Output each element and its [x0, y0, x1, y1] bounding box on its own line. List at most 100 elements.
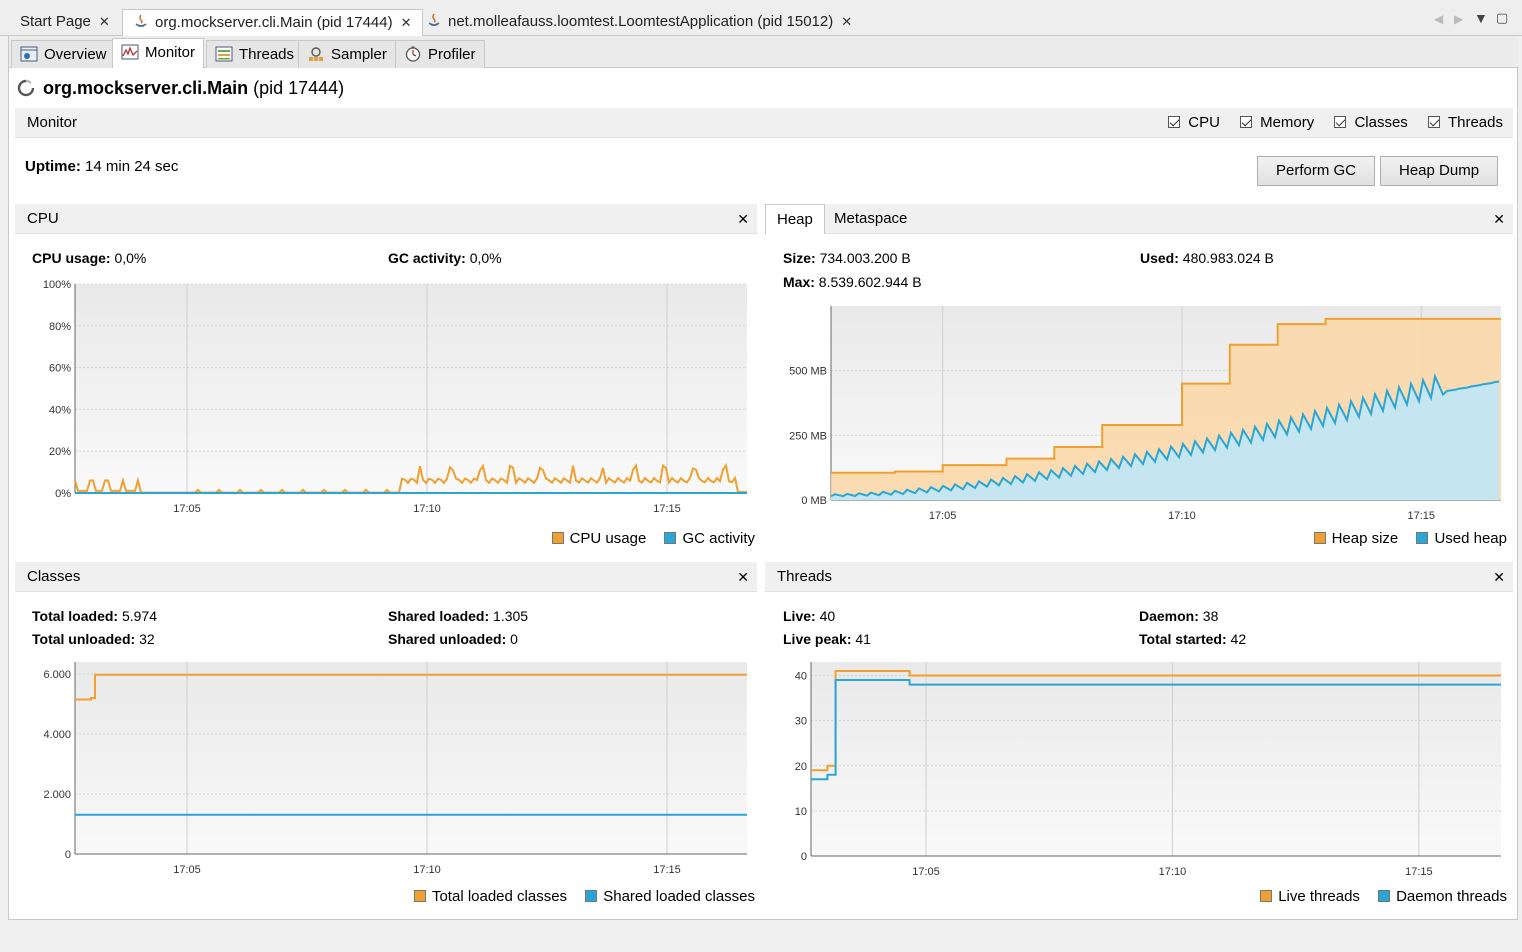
tab-start-page[interactable]: Start Page ✕ [10, 9, 120, 36]
tab-threads[interactable]: Threads [206, 40, 304, 68]
stat-label: Max: [783, 274, 815, 290]
legend-swatch [1378, 890, 1391, 902]
stat-value: 0,0% [469, 250, 502, 266]
y-tick-label: 80% [49, 321, 71, 333]
stat-value: 734.003.200 B [819, 250, 911, 266]
legend-swatch [1313, 532, 1326, 544]
series-area-used-heap [831, 376, 1499, 500]
monitor-header: Monitor CPU Memory Classes Threads [15, 108, 1513, 138]
close-icon[interactable]: ✕ [1493, 569, 1505, 585]
scroll-left-icon[interactable]: ◀ [1434, 12, 1444, 26]
cpu-chart: 100% 80% 60% 40% 20% 0% 17:05 17:10 17:15 [43, 279, 747, 515]
cpu-checkbox[interactable]: CPU [1168, 108, 1220, 138]
tab-sampler[interactable]: Sampler [298, 40, 396, 68]
legend-live-threads: Live threads [1260, 888, 1360, 905]
tab-overview[interactable]: Overview [11, 40, 116, 68]
checkbox-label: Memory [1260, 114, 1315, 131]
stat-label: Live: [783, 608, 816, 624]
document-tab-strip: Start Page ✕ org.mockserver.cli.Main (pid… [0, 0, 1522, 36]
maximize-icon[interactable]: ▢ [1496, 10, 1509, 25]
legend-label: Daemon threads [1396, 888, 1507, 905]
y-tick-label: 0 [801, 851, 807, 863]
legend-daemon-threads: Daemon threads [1378, 888, 1507, 905]
tab-loomtest[interactable]: net.molleafauss.loomtest.LoomtestApplica… [416, 9, 862, 36]
checkbox-label: CPU [1188, 114, 1220, 131]
page-title: org.mockserver.cli.Main (pid 17444) [17, 78, 344, 99]
legend-shared-loaded: Shared loaded classes [585, 888, 755, 905]
x-tick-label: 17:15 [1405, 866, 1433, 878]
total-loaded-stat: Total loaded: 5.974 [32, 608, 157, 624]
stat-label: Used: [1140, 250, 1179, 266]
y-tick-label: 60% [49, 363, 71, 375]
threads-icon [215, 46, 233, 62]
process-pid: (pid 17444) [253, 78, 345, 98]
heap-dump-button[interactable]: Heap Dump [1380, 156, 1499, 186]
tab-heap[interactable]: Heap [765, 204, 825, 234]
y-tick-label: 20% [49, 446, 71, 458]
heap-used-stat: Used: 480.983.024 B [1140, 250, 1274, 266]
legend-swatch [585, 890, 598, 902]
threads-legend: Live threads Daemon threads [1246, 888, 1507, 905]
java-app-icon [135, 14, 147, 27]
stat-value: 41 [855, 631, 871, 647]
daemon-threads-stat: Daemon: 38 [1139, 608, 1218, 624]
close-icon[interactable]: ✕ [98, 14, 110, 29]
legend-label: Used heap [1434, 530, 1507, 547]
checkbox-icon [1168, 116, 1181, 128]
close-icon[interactable]: ✕ [841, 14, 853, 29]
close-icon[interactable]: ✕ [737, 569, 749, 585]
classes-legend: Total loaded classes Shared loaded class… [400, 888, 755, 905]
tab-label: Start Page [20, 13, 91, 30]
scroll-right-icon[interactable]: ▶ [1454, 12, 1464, 26]
y-tick-label: 10 [795, 806, 807, 818]
stat-value: 1.305 [493, 608, 529, 624]
tab-metaspace[interactable]: Metaspace [834, 210, 908, 227]
total-started-stat: Total started: 42 [1139, 631, 1246, 647]
monitor-view: Overview Monitor Threads Sampler Profile… [8, 36, 1519, 920]
classes-chart: 6.000 4.000 2.000 0 17:05 17:10 17:15 [43, 662, 747, 876]
classes-checkbox[interactable]: Classes [1334, 108, 1408, 138]
y-tick-label: 30 [795, 716, 807, 728]
tab-profiler[interactable]: Profiler [395, 40, 485, 68]
legend-swatch [1416, 532, 1429, 544]
y-tick-label: 0 [65, 849, 71, 861]
legend-heap-size: Heap size [1313, 530, 1398, 547]
close-icon[interactable]: ✕ [400, 15, 412, 30]
stat-label: Total unloaded: [32, 631, 136, 647]
total-unloaded-stat: Total unloaded: 32 [32, 631, 155, 647]
tab-label: Monitor [145, 44, 196, 61]
stat-label: CPU usage: [32, 250, 111, 266]
profiler-icon [405, 46, 421, 62]
close-icon[interactable]: ✕ [737, 211, 749, 227]
legend-swatch [1260, 890, 1273, 902]
heap-max-stat: Max: 8.539.602.944 B [783, 274, 922, 290]
threads-checkbox[interactable]: Threads [1427, 108, 1503, 138]
stat-label: GC activity: [388, 250, 466, 266]
stat-value: 480.983.024 B [1182, 250, 1274, 266]
panel-title: Classes [27, 568, 81, 585]
heap-size-stat: Size: 734.003.200 B [783, 250, 911, 266]
threads-chart: 40 30 20 10 0 17:05 17:10 17:15 [795, 662, 1501, 878]
legend-label: Shared loaded classes [603, 888, 755, 905]
y-tick-label: 6.000 [43, 669, 71, 681]
perform-gc-button[interactable]: Perform GC [1257, 156, 1376, 186]
stat-label: Shared loaded: [388, 608, 490, 624]
memory-checkbox[interactable]: Memory [1240, 108, 1314, 138]
overview-icon [20, 46, 38, 62]
checkbox-icon [1427, 116, 1440, 128]
checkbox-label: Threads [1447, 114, 1503, 131]
y-tick-label: 0% [55, 488, 71, 500]
legend-gc-activity: GC activity [664, 530, 755, 547]
stat-value: 0 [510, 631, 518, 647]
cpu-header: CPU ✕ [15, 204, 757, 234]
tab-list-dropdown-icon[interactable]: ▼ [1474, 10, 1488, 26]
x-tick-label: 17:15 [653, 503, 681, 515]
series-line-used-heap [830, 373, 1500, 498]
close-icon[interactable]: ✕ [1493, 211, 1505, 227]
y-tick-label: 250 MB [789, 430, 827, 442]
cpu-legend: CPU usage GC activity [538, 530, 755, 547]
panel-title: CPU [27, 210, 59, 227]
tab-mockserver[interactable]: org.mockserver.cli.Main (pid 17444) ✕ [122, 9, 423, 36]
y-tick-label: 100% [43, 279, 71, 291]
tab-monitor[interactable]: Monitor [112, 38, 205, 68]
